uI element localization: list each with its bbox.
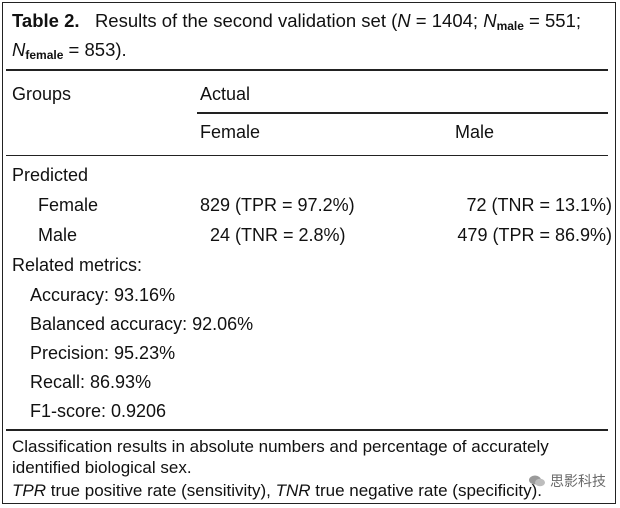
nmale-value: = 551; [523,10,582,31]
metric-accuracy: Accuracy: 93.16% [30,285,176,305]
nfemale-subscript: female [25,48,64,62]
metric-recall: Recall: 86.93% [30,372,152,392]
row-female-label: Female [38,195,99,215]
nfemale-symbol: N [12,39,26,60]
n-symbol: N [397,10,411,31]
row-female-actual-male: 72 (TNR = 13.1%) [466,195,612,215]
metrics-label: Related metrics: [12,255,143,275]
header-female: Female [200,122,261,142]
tpr-abbr: TPR [12,481,46,500]
nmale-subscript: male [496,19,524,33]
metric-balanced-accuracy: Balanced accuracy: 92.06% [30,314,254,334]
wechat-icon [529,475,545,487]
header-male: Male [455,122,495,142]
tnr-abbr: TNR [275,481,311,500]
n-value: = 1404; [410,10,484,31]
bottom-rule [6,429,608,432]
header-rule [6,155,608,157]
watermark-text: 思影科技 [550,473,606,489]
footnote-line-1: Classification results in absolute numbe… [12,437,549,456]
metric-f1-score: F1-score: 0.9206 [30,401,167,421]
tnr-definition: true negative rate (specificity). [310,481,543,500]
nmale-symbol: N [483,10,497,31]
header-actual: Actual [200,84,251,104]
row-female-actual-female: 829 (TPR = 97.2%) [200,195,355,215]
table-label: Table 2. [12,10,80,31]
actual-rule [197,112,608,115]
row-male-actual-male: 479 (TPR = 86.9%) [457,225,612,245]
tpr-definition: true positive rate (sensitivity), [46,481,276,500]
header-groups: Groups [12,84,72,104]
caption-text: Results of the second validation set ( [94,10,398,31]
row-male-label: Male [38,225,78,245]
top-rule [6,69,608,72]
watermark: 思影科技 [528,471,606,491]
table-frame [2,2,616,504]
metric-precision: Precision: 95.23% [30,343,176,363]
row-male-actual-female: 24 (TNR = 2.8%) [210,225,346,245]
footnote-abbreviations: TPR true positive rate (sensitivity), TN… [12,481,542,501]
predicted-label: Predicted [12,165,89,185]
nfemale-value: = 853). [63,39,127,60]
table-caption: Table 2. Results of the second validatio… [12,9,608,67]
footnote-line-2: identified biological sex. [12,458,192,477]
